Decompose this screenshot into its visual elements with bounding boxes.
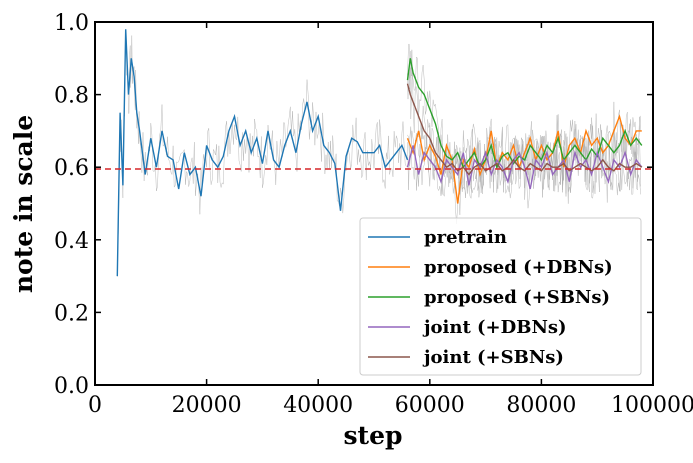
plot-frame <box>94 21 654 386</box>
x-tick-label: 100000 <box>611 393 693 418</box>
y-tick-label: 0.6 <box>54 156 89 181</box>
raw-trace-4 <box>407 67 641 200</box>
legend-label: proposed (+SBNs) <box>424 287 610 308</box>
series-line-joint-sbns <box>406 83 643 176</box>
raw-trace-2 <box>407 43 641 191</box>
series-line-joint-dbns <box>406 145 643 190</box>
legend-label: joint (+DBNs) <box>422 317 567 338</box>
legend-box <box>359 217 642 376</box>
y-tick-label: 0.4 <box>54 229 89 254</box>
series-layer <box>116 29 643 277</box>
y-tick-label: 0.8 <box>54 84 89 109</box>
y-tick-label: 1.0 <box>54 11 89 36</box>
y-tick-label: 0.0 <box>54 374 89 399</box>
x-tick-label: 60000 <box>395 393 465 418</box>
x-tick-label: 0 <box>88 393 102 418</box>
series-line-pretrain <box>116 29 409 277</box>
legend-label: proposed (+DBNs) <box>424 257 613 278</box>
x-axis: 0 20000 40000 60000 80000 100000 <box>88 22 693 418</box>
x-tick-label: 80000 <box>506 393 576 418</box>
x-tick-label: 20000 <box>172 393 242 418</box>
x-tick-label: 40000 <box>283 393 353 418</box>
y-axis: 0.0 0.2 0.4 0.6 0.8 1.0 <box>54 11 653 399</box>
legend-label: pretrain <box>424 227 507 248</box>
y-tick-label: 0.2 <box>54 301 89 326</box>
y-axis-title: note in scale <box>9 115 38 293</box>
legend: pretrain proposed (+DBNs) proposed (+SBNs)… <box>359 217 642 376</box>
legend-label: joint (+SBNs) <box>422 347 564 368</box>
series-line-proposed-dbns <box>406 114 642 204</box>
x-axis-title: step <box>343 421 402 450</box>
